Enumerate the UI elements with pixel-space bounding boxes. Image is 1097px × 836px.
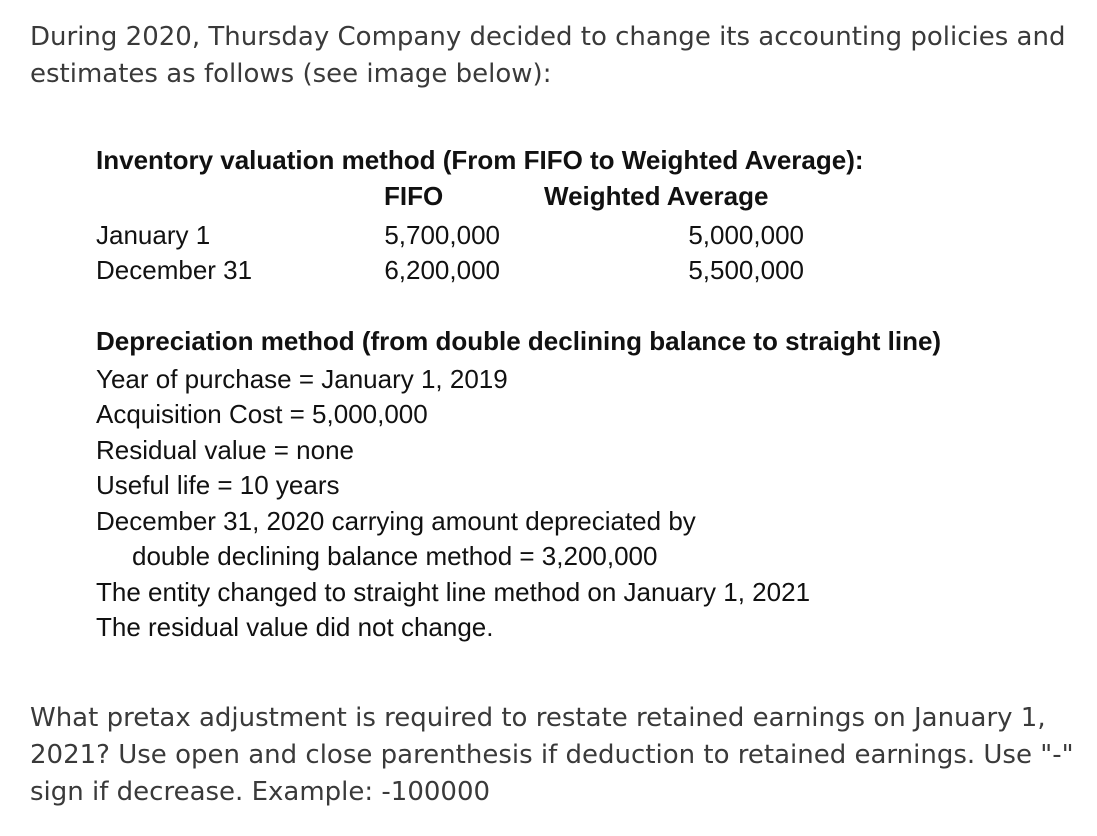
inventory-wavg-value: 5,000,000 (688, 220, 804, 250)
depreciation-line: Year of purchase = January 1, 2019 (96, 364, 508, 394)
policy-figure: Inventory valuation method (From FIFO to… (96, 140, 1056, 650)
weighted-average-column-header: Weighted Average (544, 181, 769, 211)
depreciation-line: double declining balance method = 3,200,… (132, 541, 658, 571)
depreciation-line: The entity changed to straight line meth… (96, 577, 811, 607)
inventory-wavg-value: 5,500,000 (688, 255, 804, 285)
inventory-fifo-value: 5,700,000 (384, 220, 500, 250)
fifo-column-header: FIFO (384, 181, 444, 211)
inventory-fifo-value: 6,200,000 (384, 255, 500, 285)
depreciation-line: Residual value = none (96, 435, 355, 465)
depreciation-line: Acquisition Cost = 5,000,000 (96, 399, 428, 429)
question-text: What pretax adjustment is required to re… (30, 703, 1074, 807)
depreciation-heading: Depreciation method (from double declini… (96, 326, 942, 356)
inventory-row-label: January 1 (96, 220, 211, 250)
intro-text: During 2020, Thursday Company decided to… (30, 22, 1066, 89)
depreciation-line: Useful life = 10 years (96, 470, 340, 500)
depreciation-line: December 31, 2020 carrying amount deprec… (96, 506, 696, 536)
depreciation-line: The residual value did not change. (96, 612, 494, 642)
inventory-heading: Inventory valuation method (From FIFO to… (96, 145, 864, 175)
inventory-row-label: December 31 (96, 255, 253, 285)
